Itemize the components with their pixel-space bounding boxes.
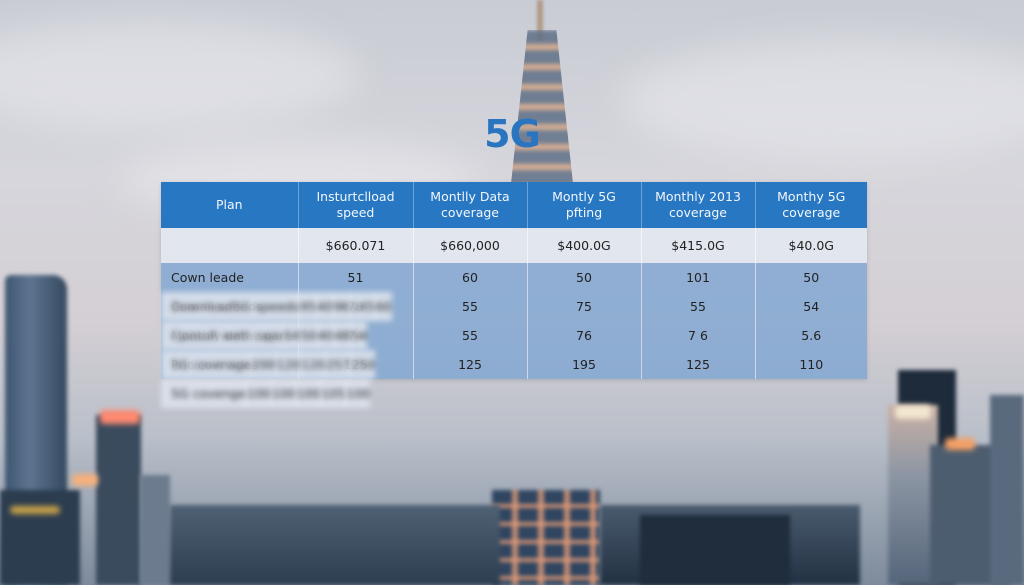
table-row: 5G covenge 100 100 100 105 100 — [161, 379, 371, 408]
column-header: Montlly Data coverage — [413, 182, 528, 228]
table-cell: 120 — [276, 350, 302, 379]
table-cell: 257 — [325, 350, 352, 379]
table-cell: 96 — [333, 292, 351, 321]
table-cell: 105 — [320, 379, 347, 408]
table-cell: 76 — [527, 321, 642, 350]
table-row: DownloadSG speeds 95 40 96 145 60 — [161, 292, 392, 321]
column-header: Montly 5G pfting — [527, 182, 642, 228]
table-cell: 40 — [316, 292, 334, 321]
table-cell: 55 — [413, 321, 528, 350]
table-cell: 54 — [283, 321, 301, 350]
table-cell: 54 — [350, 321, 368, 350]
row-label: 5G coverage — [161, 350, 252, 379]
row-label: DownloadSG speeds — [161, 292, 301, 321]
tower-spire — [537, 0, 543, 40]
table-cell: 110 — [755, 350, 867, 379]
column-header: Monthy 5G coverage — [755, 182, 867, 228]
table-cell: 200 — [251, 350, 277, 379]
table-cell: 55 — [413, 292, 528, 321]
table-cell: 125 — [413, 350, 528, 379]
table-cell: 120 — [300, 350, 327, 379]
table-cell: 100 — [345, 379, 371, 408]
page-title: 5G — [484, 112, 541, 156]
table-cell: 100 — [246, 379, 272, 408]
column-header: Insturtclload speed — [298, 182, 414, 228]
table-cell — [161, 228, 299, 263]
table-cell: 48 — [333, 321, 352, 350]
table-cell: 7 6 — [641, 321, 756, 350]
row-label: Cown leade — [161, 263, 299, 292]
table-cell: 125 — [641, 350, 756, 379]
table-row: Cposult wett caps 54 50 40 48 54 — [161, 321, 368, 350]
row-label: 5G covenge — [161, 379, 247, 408]
table-cell: 100 — [296, 379, 322, 408]
table-cell: 60 — [413, 263, 528, 292]
table-cell: 50 — [755, 263, 867, 292]
table-row: 5G coverage 200 120 120 257 250 — [161, 350, 375, 379]
table-cell: 100 — [271, 379, 297, 408]
row-label: Cposult wett caps — [161, 321, 284, 350]
price-cell: $660.071 — [298, 228, 414, 263]
table-cell: 40 — [317, 321, 335, 350]
column-header-plan: Plan — [161, 182, 299, 228]
table-header-row: Plan Insturtclload speed Montlly Data cove… — [161, 182, 867, 228]
table-cell: 75 — [527, 292, 642, 321]
table-cell: 145 — [350, 292, 376, 321]
table-cell: 195 — [527, 350, 642, 379]
table-cell: 101 — [641, 263, 756, 292]
plan-comparison-table: Plan Insturtclload speed Montlly Data cove… — [161, 182, 867, 408]
price-cell: $40.0G — [755, 228, 867, 263]
price-cell: $400.0G — [527, 228, 642, 263]
price-cell: $415.0G — [641, 228, 756, 263]
price-cell: $660,000 — [413, 228, 528, 263]
table-cell: 54 — [755, 292, 867, 321]
table-cell: 51 — [298, 263, 414, 292]
table-cell: 55 — [641, 292, 756, 321]
table-row: Monthly data spare 74 55 76 7 6 5.6 — [161, 321, 867, 350]
column-header: Monthly 2013 coverage — [641, 182, 756, 228]
price-row: $660.071 $660,000 $400.0G $415.0G $40.0G — [161, 228, 867, 263]
table-cell: 50 — [300, 321, 318, 350]
table-cell: 250 — [350, 350, 375, 379]
table-cell: 50 — [527, 263, 642, 292]
table-cell: 5.6 — [755, 321, 867, 350]
table-cell: 95 — [299, 292, 317, 321]
table-row: Cown leade 51 60 50 101 50 — [161, 263, 867, 292]
table-cell: 60 — [375, 292, 392, 321]
tower-base — [492, 490, 600, 585]
